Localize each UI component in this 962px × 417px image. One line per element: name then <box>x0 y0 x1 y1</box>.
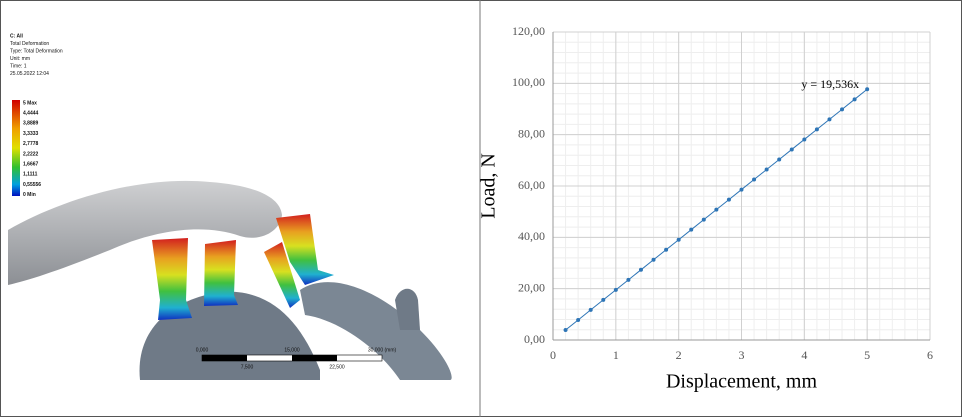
x-tick-label: 4 <box>801 348 807 362</box>
x-tick-label: 0 <box>550 348 556 362</box>
point <box>752 178 756 182</box>
point <box>853 97 857 101</box>
x-tick-label: 2 <box>676 348 682 362</box>
legend-label: 3,8889 <box>23 121 39 127</box>
color-bar <box>12 100 20 196</box>
point <box>740 188 744 192</box>
point <box>677 238 681 242</box>
legend-label: 4,4444 <box>23 111 39 117</box>
point <box>827 117 831 121</box>
point <box>727 198 731 202</box>
point <box>639 268 643 272</box>
fea-header: Unit: mm <box>10 56 30 62</box>
point <box>614 288 618 292</box>
point <box>626 278 630 282</box>
point <box>765 168 769 172</box>
point <box>664 248 668 252</box>
point <box>652 258 656 262</box>
scale-label: 0,000 <box>196 347 209 353</box>
x-tick-label: 6 <box>927 348 933 362</box>
legend-label: 1,6667 <box>23 162 39 168</box>
scale-seg <box>292 355 337 361</box>
fea-header: C: All <box>10 33 23 39</box>
fea-header: Total Deformation <box>10 41 49 47</box>
annotation: y = 19,536x <box>801 77 859 91</box>
strut <box>204 240 238 306</box>
y-tick-label: 40,00 <box>518 229 545 243</box>
legend-label: 3,3333 <box>23 131 39 137</box>
strut <box>152 238 192 320</box>
x-axis-label: Displacement, mm <box>666 371 818 393</box>
point <box>815 127 819 131</box>
point <box>802 137 806 141</box>
scale-label: 30,000 (mm) <box>368 347 397 353</box>
scale-label: 7,500 <box>241 364 254 370</box>
figure: C: All Total DeformationType: Total Defor… <box>0 0 962 417</box>
y-tick-label: 20,00 <box>518 280 545 294</box>
point <box>777 157 781 161</box>
point <box>840 107 844 111</box>
fea-header: Time: 1 <box>10 63 27 69</box>
y-tick-label: 120,00 <box>512 24 545 38</box>
y-tick-label: 0,00 <box>524 332 545 346</box>
legend-label: 0 Min <box>23 192 36 198</box>
y-tick-label: 80,00 <box>518 126 545 140</box>
point <box>790 147 794 151</box>
point <box>576 318 580 322</box>
bone-upper <box>8 181 282 285</box>
y-tick-label: 60,00 <box>518 178 545 192</box>
scale-label: 22,500 <box>329 364 345 370</box>
fea-header: Type: Total Deformation <box>10 48 63 54</box>
fea-header: 25.05.2022 12:04 <box>10 71 49 77</box>
canvas: C: All Total DeformationType: Total Defor… <box>0 0 962 417</box>
point <box>702 218 706 222</box>
scale-seg <box>202 355 247 361</box>
bone-right <box>300 282 452 380</box>
legend-label: 1,1111 <box>23 172 38 178</box>
point <box>689 228 693 232</box>
legend-label: 5 Max <box>23 100 37 106</box>
point <box>601 298 605 302</box>
point <box>865 87 869 91</box>
x-tick-label: 5 <box>864 348 870 362</box>
legend-label: 0,55556 <box>23 182 41 188</box>
point <box>564 328 568 332</box>
legend-label: 2,2222 <box>23 151 39 157</box>
y-tick-label: 100,00 <box>512 75 545 89</box>
x-tick-label: 1 <box>613 348 619 362</box>
legend-label: 2,7778 <box>23 141 39 147</box>
point <box>714 208 718 212</box>
point <box>589 308 593 312</box>
scale-label: 15,000 <box>284 347 300 353</box>
y-axis-label: Load, N <box>478 153 500 219</box>
x-tick-label: 3 <box>739 348 745 362</box>
